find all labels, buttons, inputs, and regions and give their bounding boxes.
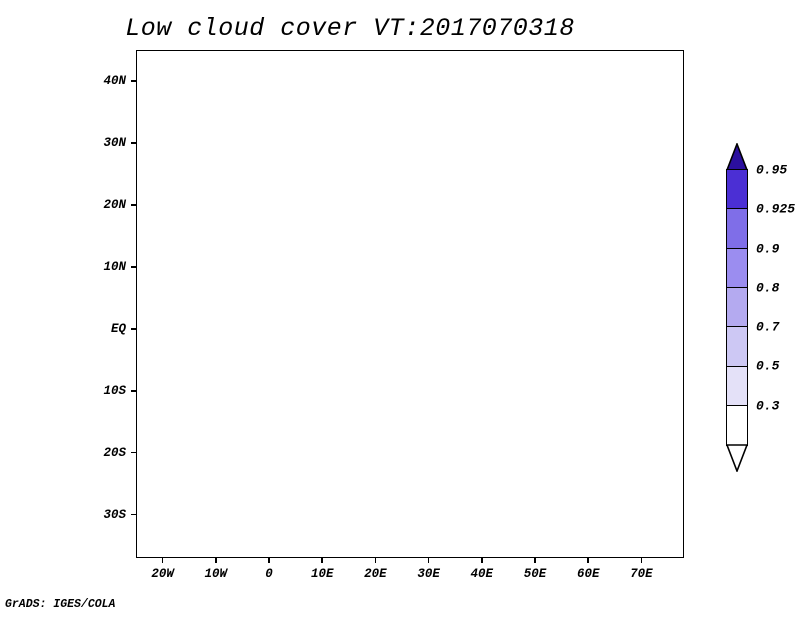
x-tick (587, 558, 590, 563)
colorbar-tick-label: 0.7 (756, 319, 780, 335)
colorbar-tick-label: 0.925 (756, 201, 796, 217)
x-axis-label: 40E (470, 567, 494, 581)
y-tick (131, 513, 136, 516)
colorbar-band (726, 208, 748, 250)
y-axis-label: 20N (103, 197, 126, 212)
footer-credit: GrADS: IGES/COLA (5, 598, 116, 611)
y-axis-label: 30S (103, 507, 126, 522)
map-panel[interactable] (136, 50, 684, 558)
x-tick (215, 558, 217, 563)
x-tick (321, 558, 323, 563)
y-axis-label: 30N (103, 135, 126, 150)
plot-frame (136, 50, 684, 558)
y-tick (131, 266, 136, 268)
y-axis-label: 10S (103, 383, 126, 398)
colorbar-tick-label: 0.8 (756, 280, 780, 296)
y-tick (131, 142, 136, 144)
colorbar-cap-bottom (725, 444, 749, 474)
colorbar-tick-label: 0.5 (756, 358, 780, 374)
x-axis-label: 0 (265, 567, 273, 581)
colorbar[interactable]: 0.95 0.925 0.9 0.8 0.7 0.5 0.3 (725, 141, 795, 474)
colorbar-cap-top (725, 141, 749, 171)
y-tick (131, 451, 136, 454)
y-axis-label: EQ (110, 321, 126, 336)
colorbar-tick-label: 0.95 (756, 162, 788, 178)
y-axis-label: 10N (103, 259, 126, 274)
y-tick (131, 389, 136, 392)
colorbar-tick-label: 0.3 (756, 398, 780, 414)
colorbar-band (726, 287, 748, 328)
colorbar-tick-label: 0.9 (756, 241, 780, 257)
x-axis-label: 20W (151, 567, 174, 581)
x-tick (640, 558, 643, 563)
x-tick (374, 558, 377, 563)
y-tick (131, 204, 136, 206)
x-tick (481, 558, 483, 563)
x-tick (161, 558, 164, 563)
x-tick (268, 558, 270, 563)
x-axis-label: 10W (204, 567, 228, 581)
colorbar-band (726, 365, 748, 407)
x-axis-label: 20E (364, 567, 387, 581)
x-tick (427, 558, 430, 563)
y-axis-label: 40N (103, 73, 126, 88)
page-title: Low cloud cover VT:2017070318 (125, 14, 575, 43)
x-tick (534, 558, 536, 563)
y-tick (131, 80, 136, 82)
y-tick (131, 327, 136, 330)
x-axis-label: 70E (630, 567, 653, 581)
x-axis-label: 10E (310, 567, 334, 581)
x-axis-label: 60E (576, 567, 600, 581)
x-axis-label: 50E (523, 567, 547, 581)
y-axis-label: 20S (103, 445, 126, 460)
colorbar-band (726, 404, 748, 446)
colorbar-band (726, 326, 748, 368)
x-axis-label: 30E (417, 567, 440, 581)
colorbar-band (726, 247, 748, 289)
colorbar-band (726, 169, 748, 211)
